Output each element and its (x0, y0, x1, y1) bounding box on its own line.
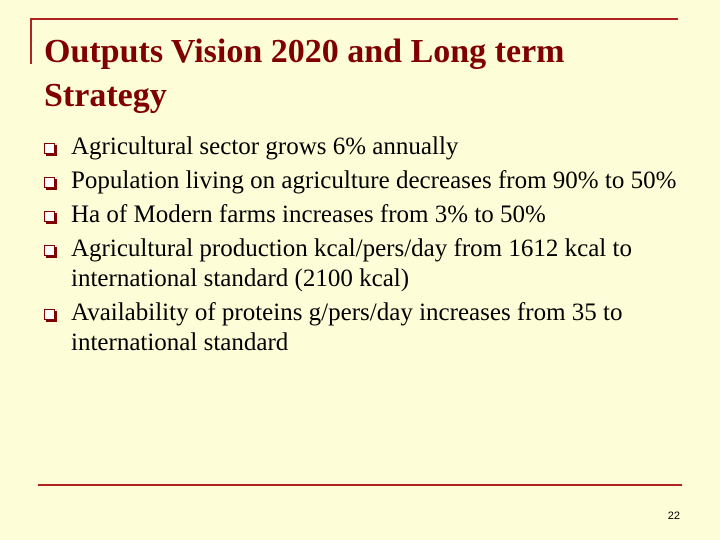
square-bullet-icon (44, 211, 55, 222)
square-bullet-icon (44, 309, 55, 320)
square-bullet-icon (44, 177, 55, 188)
bullet-list: Agricultural sector grows 6% annually Po… (44, 132, 684, 362)
bullet-text: Population living on agriculture decreas… (71, 167, 677, 194)
slide-number: 22 (667, 510, 680, 522)
bullet-item: Population living on agriculture decreas… (44, 166, 684, 196)
bullet-text: Ha of Modern farms increases from 3% to … (71, 201, 546, 228)
slide-title: Outputs Vision 2020 and Long term Strate… (44, 33, 565, 114)
top-divider-line (30, 18, 678, 20)
bottom-divider-line (38, 484, 682, 486)
bullet-item: Agricultural production kcal/pers/day fr… (44, 234, 684, 294)
bullet-text: Agricultural sector grows 6% annually (71, 133, 459, 160)
bullet-text: Agricultural production kcal/pers/day fr… (71, 235, 632, 292)
square-bullet-icon (44, 143, 55, 154)
left-accent-line (30, 18, 32, 64)
bullet-text: Availability of proteins g/pers/day incr… (71, 299, 623, 356)
bullet-item: Ha of Modern farms increases from 3% to … (44, 200, 684, 230)
square-bullet-icon (44, 245, 55, 256)
bullet-item: Availability of proteins g/pers/day incr… (44, 298, 684, 358)
bullet-item: Agricultural sector grows 6% annually (44, 132, 684, 162)
